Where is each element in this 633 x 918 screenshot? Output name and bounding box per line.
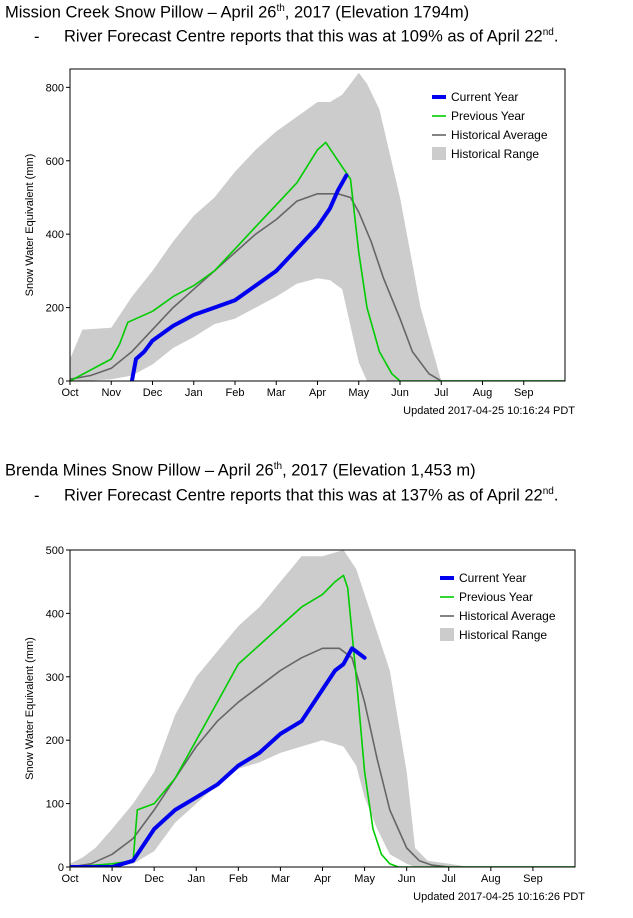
x-tick-label: Oct	[61, 387, 78, 399]
y-tick-label: 800	[46, 82, 64, 94]
x-tick-label: Feb	[229, 873, 248, 885]
legend-label: Historical Average	[451, 128, 548, 142]
x-tick-label: Dec	[143, 387, 163, 399]
updated-timestamp: Updated 2017-04-25 10:16:26 PDT	[413, 891, 585, 903]
x-tick-label: Jun	[398, 873, 416, 885]
y-tick-label: 400	[46, 608, 64, 620]
legend-label: Current Year	[459, 571, 526, 585]
x-tick-label: Jun	[391, 387, 409, 399]
x-tick-label: Nov	[102, 873, 122, 885]
chart2-sub-rest: .	[553, 486, 559, 505]
y-tick-label: 600	[46, 156, 64, 168]
legend-label: Historical Average	[459, 609, 556, 623]
y-tick-label: 500	[46, 545, 64, 557]
x-tick-label: Jul	[434, 387, 448, 399]
y-axis-label: Snow Water Equivalent (mm)	[24, 154, 36, 297]
chart1-heading-sup: th	[276, 3, 285, 14]
x-tick-label: Aug	[481, 873, 501, 885]
x-tick-label: Feb	[226, 387, 245, 399]
y-tick-label: 0	[58, 376, 64, 388]
historical-average-line	[70, 193, 565, 381]
x-tick-label: Apr	[309, 387, 326, 399]
chart1-sub-rest: .	[553, 27, 559, 46]
chart1-sub-dash: -	[34, 27, 40, 46]
chart2-sub-sup: nd	[542, 486, 554, 497]
x-tick-label: Apr	[314, 873, 331, 885]
x-tick-label: Jan	[185, 387, 203, 399]
x-tick-label: May	[348, 387, 369, 399]
chart2-brenda-mines: 0 100 200 300 400 500 Oct Nov Dec Jan Feb Mar Apr May…	[24, 545, 585, 903]
x-tick-label: Mar	[271, 873, 290, 885]
x-tick-label: Dec	[144, 873, 164, 885]
chart2-sub-dash: -	[34, 486, 40, 505]
x-tick-label: Aug	[473, 387, 493, 399]
updated-timestamp: Updated 2017-04-25 10:16:24 PDT	[403, 405, 575, 417]
chart1-mission-creek: 0 200 400 600 800 Oct Nov Dec Jan Feb Mar Apr May Jun…	[24, 68, 575, 417]
x-tick-label: Jul	[442, 873, 456, 885]
chart2-sub-main: River Forecast Centre reports that this …	[64, 486, 543, 505]
plot-area	[70, 550, 575, 867]
chart2-heading: Brenda Mines Snow Pillow – April 26th, 2…	[5, 461, 476, 481]
plot-area	[70, 72, 565, 381]
legend-label: Historical Range	[459, 628, 547, 642]
y-axis-label: Snow Water Equivalent (mm)	[24, 637, 36, 780]
legend-label: Previous Year	[451, 109, 525, 123]
x-tick-label: Jan	[187, 873, 205, 885]
previous-year-line	[70, 141, 565, 381]
chart2-heading-rest: , 2017 (Elevation 1,453 m)	[282, 461, 476, 480]
y-tick-label: 0	[58, 862, 64, 874]
chart1-heading-rest: , 2017 (Elevation 1794m)	[284, 3, 470, 22]
chart2-heading-sup: th	[273, 461, 283, 472]
legend-swatch-historical-range	[440, 628, 454, 641]
x-tick-label: Nov	[101, 387, 121, 399]
historical-range-band	[70, 550, 575, 867]
x-tick-label: Sep	[523, 873, 543, 885]
legend-label: Previous Year	[459, 590, 533, 604]
historical-average-line	[70, 647, 575, 867]
current-year-line	[129, 173, 349, 381]
y-tick-label: 200	[46, 735, 64, 747]
legend-label: Historical Range	[451, 147, 539, 161]
y-tick-label: 200	[46, 303, 64, 315]
chart1-sub-sup: nd	[542, 27, 554, 38]
legend-label: Current Year	[451, 90, 518, 104]
y-tick-label: 100	[46, 799, 64, 811]
chart1-heading: Mission Creek Snow Pillow – April 26th, …	[5, 3, 469, 23]
chart1-heading-main: Mission Creek Snow Pillow – April 26	[5, 3, 277, 22]
chart1-subtext: - River Forecast Centre reports that this…	[34, 27, 558, 47]
y-tick-label: 300	[46, 672, 64, 684]
chart1-sub-main: River Forecast Centre reports that this …	[64, 27, 543, 46]
chart2-subtext: - River Forecast Centre reports that this…	[34, 486, 558, 506]
x-tick-label: Mar	[267, 387, 286, 399]
previous-year-line	[70, 574, 575, 867]
legend-swatch-historical-range	[432, 147, 446, 160]
x-tick-label: Oct	[61, 873, 78, 885]
current-year-line	[70, 646, 367, 867]
chart2-heading-main: Brenda Mines Snow Pillow – April 26	[5, 461, 274, 480]
x-tick-label: May	[354, 873, 375, 885]
x-tick-label: Sep	[514, 387, 534, 399]
y-tick-label: 400	[46, 229, 64, 241]
